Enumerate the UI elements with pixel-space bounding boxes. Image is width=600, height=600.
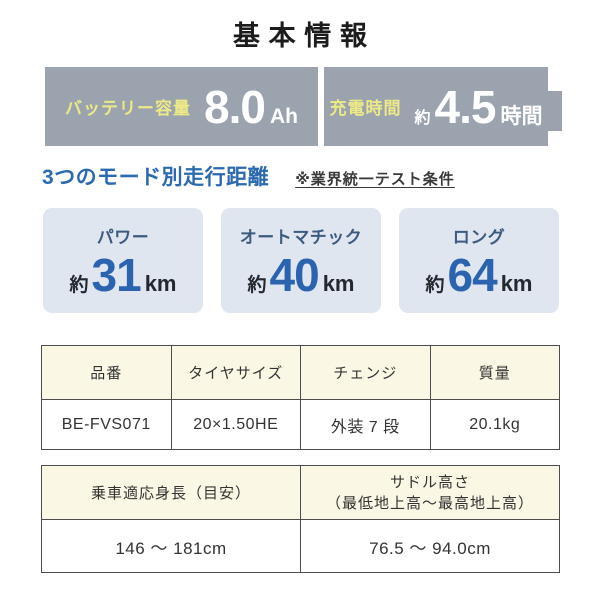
battery-capacity-banner: バッテリー容量 8.0 Ah — [45, 67, 318, 146]
charge-time-value: 4.5 — [434, 80, 497, 133]
spec-header-tire-size: タイヤサイズ — [170, 345, 301, 400]
spec-value-tire-size: 20×1.50HE — [170, 399, 301, 450]
size-value-rider-height: 146 ～ 181cm — [41, 519, 301, 573]
mode-card-value-group: 約 40 km — [247, 249, 355, 302]
mode-card-value-group: 約 64 km — [425, 249, 533, 302]
mode-card-power: パワー 約 31 km — [43, 208, 203, 313]
spec-header-model: 品番 — [41, 345, 172, 400]
battery-capacity-value-group: 8.0 Ah — [204, 84, 298, 130]
size-header-saddle-height-line1: サドル高さ — [389, 473, 470, 491]
charge-time-value-group: 約 4.5 時間 — [415, 84, 543, 130]
spec-header-gears: チェンジ — [300, 345, 431, 400]
spec-value-gears: 外装 7 段 — [300, 399, 431, 450]
size-table-header-row: 乗車適応身長（目安） サドル高さ （最低地上高～最高地上高） — [41, 465, 560, 520]
spec-table: 品番 タイヤサイズ チェンジ 質量 BE-FVS071 20×1.50HE 外装… — [41, 345, 560, 450]
size-table: 乗車適応身長（目安） サドル高さ （最低地上高～最高地上高） 146 ～ 181… — [41, 465, 560, 573]
battery-capacity-unit: Ah — [269, 104, 298, 128]
size-value-saddle-height: 76.5 ～ 94.0cm — [300, 519, 560, 573]
test-condition-note: ※業界統一テスト条件 — [295, 171, 455, 188]
mode-card-approx: 約 — [69, 275, 89, 297]
spec-header-weight: 質量 — [429, 345, 560, 400]
battery-capacity-label: バッテリー容量 — [65, 99, 192, 118]
mode-heading-row: 3つのモード別走行距離 ※業界統一テスト条件 — [42, 161, 562, 191]
mode-distance-cards: パワー 約 31 km オートマチック 約 40 km ロング 約 64 km — [43, 208, 559, 313]
mode-card-value: 31 — [91, 249, 142, 302]
mode-card-label: ロング — [452, 228, 506, 248]
battery-spec-banner: バッテリー容量 8.0 Ah 充電時間 約 4.5 時間 — [45, 67, 562, 146]
mode-distance-heading: 3つのモード別走行距離 — [42, 166, 270, 189]
charge-time-unit: 時間 — [500, 104, 543, 128]
spec-value-weight: 20.1kg — [429, 399, 560, 450]
page-title: 基本情報 — [233, 21, 376, 51]
mode-card-label: パワー — [96, 228, 150, 248]
size-table-value-row: 146 ～ 181cm 76.5 ～ 94.0cm — [41, 519, 560, 573]
spec-table-value-row: BE-FVS071 20×1.50HE 外装 7 段 20.1kg — [41, 399, 560, 450]
mode-card-automatic: オートマチック 約 40 km — [221, 208, 381, 313]
mode-card-unit: km — [500, 271, 533, 297]
mode-card-label: オートマチック — [239, 228, 363, 248]
charge-time-approx: 約 — [414, 109, 431, 127]
mode-card-long: ロング 約 64 km — [399, 208, 559, 313]
mode-card-approx: 約 — [425, 275, 445, 297]
charge-time-label: 充電時間 — [329, 99, 402, 118]
charge-time-banner: 充電時間 約 4.5 時間 — [324, 67, 548, 146]
mode-card-value: 40 — [269, 249, 320, 302]
mode-card-value-group: 約 31 km — [69, 249, 177, 302]
mode-card-unit: km — [144, 271, 177, 297]
mode-card-approx: 約 — [247, 275, 267, 297]
battery-terminal-tab — [548, 91, 562, 131]
spec-value-model: BE-FVS071 — [41, 399, 172, 450]
spec-table-header-row: 品番 タイヤサイズ チェンジ 質量 — [41, 345, 560, 400]
mode-card-unit: km — [322, 271, 355, 297]
size-header-saddle-height: サドル高さ （最低地上高～最高地上高） — [300, 465, 560, 520]
mode-card-value: 64 — [447, 249, 498, 302]
battery-capacity-value: 8.0 — [204, 80, 266, 133]
size-header-saddle-height-line2: （最低地上高～最高地上高） — [325, 494, 534, 512]
size-header-rider-height: 乗車適応身長（目安） — [41, 465, 301, 520]
